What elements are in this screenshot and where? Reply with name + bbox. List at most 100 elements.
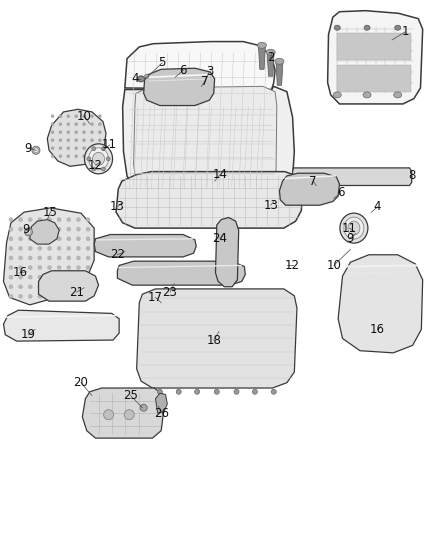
Ellipse shape bbox=[67, 123, 70, 126]
Polygon shape bbox=[258, 45, 265, 69]
Ellipse shape bbox=[67, 294, 71, 298]
Ellipse shape bbox=[99, 147, 101, 150]
Ellipse shape bbox=[75, 131, 78, 134]
Ellipse shape bbox=[348, 221, 360, 235]
Ellipse shape bbox=[91, 139, 93, 142]
Text: 15: 15 bbox=[43, 206, 58, 219]
Ellipse shape bbox=[394, 92, 402, 98]
Ellipse shape bbox=[38, 275, 42, 279]
Ellipse shape bbox=[9, 227, 13, 231]
Ellipse shape bbox=[92, 167, 96, 171]
Polygon shape bbox=[125, 42, 275, 90]
Ellipse shape bbox=[176, 389, 181, 394]
Ellipse shape bbox=[86, 246, 90, 251]
Ellipse shape bbox=[99, 139, 101, 142]
Text: 5: 5 bbox=[159, 56, 166, 69]
Ellipse shape bbox=[333, 92, 341, 98]
Text: 8: 8 bbox=[408, 169, 415, 182]
Ellipse shape bbox=[28, 285, 32, 289]
Ellipse shape bbox=[83, 123, 85, 126]
Text: 19: 19 bbox=[21, 328, 36, 341]
Ellipse shape bbox=[106, 157, 110, 161]
Text: 16: 16 bbox=[12, 266, 27, 279]
Ellipse shape bbox=[51, 115, 54, 118]
Ellipse shape bbox=[86, 237, 90, 241]
Ellipse shape bbox=[33, 148, 39, 153]
Ellipse shape bbox=[67, 237, 71, 241]
Polygon shape bbox=[82, 388, 164, 438]
Ellipse shape bbox=[57, 256, 61, 260]
Ellipse shape bbox=[25, 228, 32, 236]
Ellipse shape bbox=[57, 294, 61, 298]
Ellipse shape bbox=[57, 275, 61, 279]
Ellipse shape bbox=[76, 237, 81, 241]
Ellipse shape bbox=[101, 147, 106, 151]
Ellipse shape bbox=[59, 115, 62, 118]
Ellipse shape bbox=[18, 294, 23, 298]
Text: 6: 6 bbox=[179, 64, 187, 77]
Ellipse shape bbox=[38, 294, 42, 298]
Ellipse shape bbox=[275, 58, 284, 64]
Text: 18: 18 bbox=[206, 334, 221, 346]
Ellipse shape bbox=[9, 265, 13, 270]
Polygon shape bbox=[338, 255, 423, 353]
Ellipse shape bbox=[51, 147, 54, 150]
Ellipse shape bbox=[47, 237, 52, 241]
Ellipse shape bbox=[86, 294, 90, 298]
Ellipse shape bbox=[67, 131, 70, 134]
Ellipse shape bbox=[18, 237, 23, 241]
Polygon shape bbox=[30, 220, 59, 244]
Ellipse shape bbox=[258, 42, 266, 49]
Polygon shape bbox=[276, 61, 283, 85]
Ellipse shape bbox=[51, 139, 54, 142]
Ellipse shape bbox=[91, 123, 93, 126]
Polygon shape bbox=[293, 168, 412, 185]
Ellipse shape bbox=[9, 246, 13, 251]
Polygon shape bbox=[337, 33, 411, 60]
Ellipse shape bbox=[51, 131, 54, 134]
Ellipse shape bbox=[252, 389, 258, 394]
Text: 16: 16 bbox=[370, 323, 385, 336]
Ellipse shape bbox=[67, 115, 70, 118]
Ellipse shape bbox=[86, 265, 90, 270]
Ellipse shape bbox=[214, 389, 219, 394]
Polygon shape bbox=[117, 261, 245, 285]
Ellipse shape bbox=[67, 275, 71, 279]
Ellipse shape bbox=[38, 227, 42, 231]
Ellipse shape bbox=[18, 246, 23, 251]
Ellipse shape bbox=[47, 294, 52, 298]
Text: 4: 4 bbox=[374, 200, 381, 213]
Ellipse shape bbox=[59, 155, 62, 158]
Polygon shape bbox=[215, 217, 239, 287]
Ellipse shape bbox=[344, 217, 364, 239]
Ellipse shape bbox=[26, 229, 31, 235]
Ellipse shape bbox=[28, 294, 32, 298]
Text: 13: 13 bbox=[263, 199, 278, 212]
Polygon shape bbox=[4, 208, 94, 305]
Ellipse shape bbox=[18, 275, 23, 279]
Text: 1: 1 bbox=[401, 26, 409, 38]
Text: 23: 23 bbox=[162, 286, 177, 298]
Ellipse shape bbox=[28, 246, 32, 251]
Ellipse shape bbox=[47, 217, 52, 222]
Ellipse shape bbox=[18, 265, 23, 270]
Ellipse shape bbox=[234, 389, 239, 394]
Ellipse shape bbox=[38, 256, 42, 260]
Ellipse shape bbox=[99, 123, 101, 126]
Ellipse shape bbox=[9, 275, 13, 279]
Ellipse shape bbox=[76, 275, 81, 279]
Ellipse shape bbox=[76, 265, 81, 270]
Ellipse shape bbox=[86, 227, 90, 231]
Polygon shape bbox=[94, 235, 196, 257]
Ellipse shape bbox=[85, 144, 113, 174]
Ellipse shape bbox=[28, 275, 32, 279]
Ellipse shape bbox=[76, 217, 81, 222]
Ellipse shape bbox=[145, 74, 149, 78]
Ellipse shape bbox=[9, 294, 13, 298]
Ellipse shape bbox=[67, 139, 70, 142]
Polygon shape bbox=[279, 173, 339, 205]
Ellipse shape bbox=[83, 155, 85, 158]
Ellipse shape bbox=[395, 25, 401, 30]
Ellipse shape bbox=[67, 285, 71, 289]
Ellipse shape bbox=[99, 131, 101, 134]
